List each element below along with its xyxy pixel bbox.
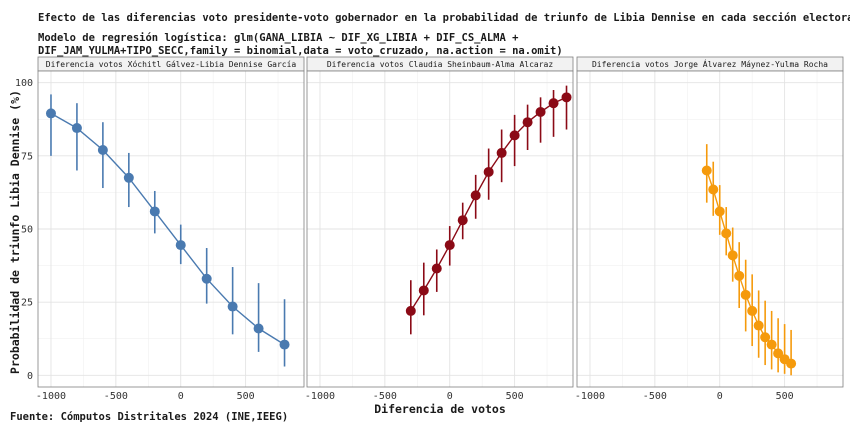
- data-point: [279, 339, 290, 350]
- series-line: [50, 112, 285, 346]
- data-point: [561, 92, 572, 103]
- x-tick-label: 500: [776, 391, 794, 402]
- data-point: [740, 289, 751, 300]
- data-point: [483, 166, 494, 177]
- data-point: [431, 263, 442, 274]
- panel-border: [576, 70, 844, 388]
- data-point: [721, 228, 732, 239]
- data-point: [548, 98, 559, 109]
- x-tick-label: -500: [643, 391, 667, 402]
- panel-1: Diferencia votos Xóchitl Gálvez-Libia De…: [36, 56, 305, 402]
- data-point: [522, 117, 533, 128]
- data-point: [457, 215, 468, 226]
- panel-border: [306, 70, 574, 388]
- chart-subtitle-line-2: DIF_JAM_YULMA+TIPO_SECC,family = binomia…: [38, 45, 563, 57]
- data-point: [45, 108, 56, 119]
- y-tick-label: 100: [15, 78, 33, 89]
- x-tick-label: -1000: [305, 391, 335, 402]
- data-point: [773, 348, 784, 359]
- data-point: [201, 273, 212, 284]
- data-point: [253, 323, 264, 334]
- data-point: [149, 206, 160, 217]
- data-point: [708, 184, 719, 195]
- data-point: [418, 285, 429, 296]
- panel-2: Diferencia votos Claudia Sheinbaum-Alma …: [305, 56, 574, 402]
- x-tick-label: 500: [237, 391, 255, 402]
- chart-subtitle-line-1: Modelo de regresión logística: glm(GANA_…: [38, 32, 519, 44]
- panel-3: Diferencia votos Jorge Álvarez Máynez-Yu…: [575, 56, 844, 402]
- y-axis-title: Probabilidad de triunfo Libia Dennise (%…: [8, 90, 22, 374]
- data-point: [496, 147, 507, 158]
- data-point: [175, 240, 186, 251]
- data-point: [786, 358, 797, 369]
- data-point: [727, 250, 738, 261]
- y-tick-label: 75: [21, 151, 33, 162]
- y-tick-label: 0: [27, 371, 33, 382]
- data-point: [444, 240, 455, 251]
- data-point: [509, 130, 520, 141]
- data-point: [123, 172, 134, 183]
- data-point: [766, 339, 777, 350]
- x-tick-label: 0: [178, 391, 184, 402]
- data-point: [470, 190, 481, 201]
- chart-title: Efecto de las diferencias voto president…: [38, 12, 850, 24]
- x-tick-label: 0: [447, 391, 453, 402]
- chart-caption: Fuente: Cómputos Distritales 2024 (INE,I…: [10, 411, 289, 423]
- panel-border: [37, 70, 305, 388]
- data-point: [753, 320, 764, 331]
- panel-strip-label: Diferencia votos Claudia Sheinbaum-Alma …: [327, 60, 554, 69]
- data-point: [227, 301, 238, 312]
- data-point: [714, 206, 725, 217]
- y-tick-label: 50: [21, 225, 33, 236]
- data-point: [535, 106, 546, 117]
- data-point: [734, 270, 745, 281]
- x-tick-label: 0: [717, 391, 723, 402]
- data-point: [97, 145, 108, 155]
- x-tick-label: 500: [506, 391, 524, 402]
- data-point: [701, 165, 712, 176]
- data-point: [405, 305, 416, 316]
- panels-layer: Diferencia votos Xóchitl Gálvez-Libia De…: [36, 56, 844, 402]
- x-tick-label: -500: [104, 391, 128, 402]
- panel-strip-label: Diferencia votos Xóchitl Gálvez-Libia De…: [46, 59, 297, 69]
- y-tick-label: 25: [21, 298, 33, 309]
- data-point: [760, 332, 771, 343]
- x-tick-label: -500: [373, 391, 397, 402]
- title-block: Efecto de las diferencias voto president…: [38, 12, 850, 58]
- y-axis: 0 25 50 75 100: [15, 78, 33, 382]
- x-tick-label: -1000: [575, 391, 605, 402]
- x-axis-title: Diferencia de votos: [374, 402, 506, 416]
- x-tick-label: -1000: [36, 391, 66, 402]
- panel-strip-label: Diferencia votos Jorge Álvarez Máynez-Yu…: [592, 58, 828, 69]
- data-point: [71, 123, 82, 134]
- data-point: [747, 305, 758, 316]
